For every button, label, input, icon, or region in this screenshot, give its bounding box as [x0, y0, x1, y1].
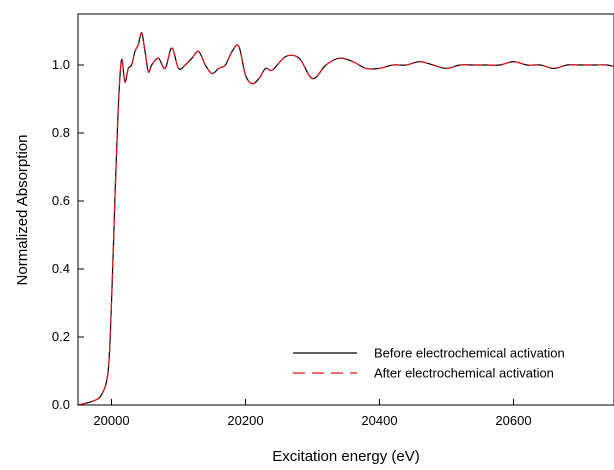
legend-label: After electrochemical activation: [374, 366, 554, 381]
y-axis-label: Normalized Absorption: [14, 135, 31, 286]
legend-label: Before electrochemical activation: [374, 346, 565, 361]
x-tick-label: 20400: [361, 413, 397, 428]
y-tick-label: 0.8: [52, 125, 70, 140]
series-line-after-activation: [77, 32, 614, 406]
y-tick-label: 0.6: [52, 193, 70, 208]
x-axis: 20000 20200 20400 20600: [93, 399, 532, 428]
y-tick-label: 0.2: [52, 329, 70, 344]
y-tick-label: 0.0: [52, 397, 70, 412]
x-tick-label: 20000: [93, 413, 129, 428]
series-layer: [77, 32, 614, 406]
legend: Before electrochemical activation After e…: [293, 346, 565, 381]
x-tick-label: 20600: [495, 413, 531, 428]
plot-frame: [77, 13, 614, 406]
x-tick-label: 20200: [227, 413, 263, 428]
y-tick-label: 0.4: [52, 261, 70, 276]
y-tick-label: 1.0: [52, 57, 70, 72]
plot-area: [77, 13, 614, 406]
x-axis-label: Excitation energy (eV): [272, 448, 420, 465]
y-axis: 0.0 0.2 0.4 0.6 0.8 1.0: [52, 57, 84, 412]
